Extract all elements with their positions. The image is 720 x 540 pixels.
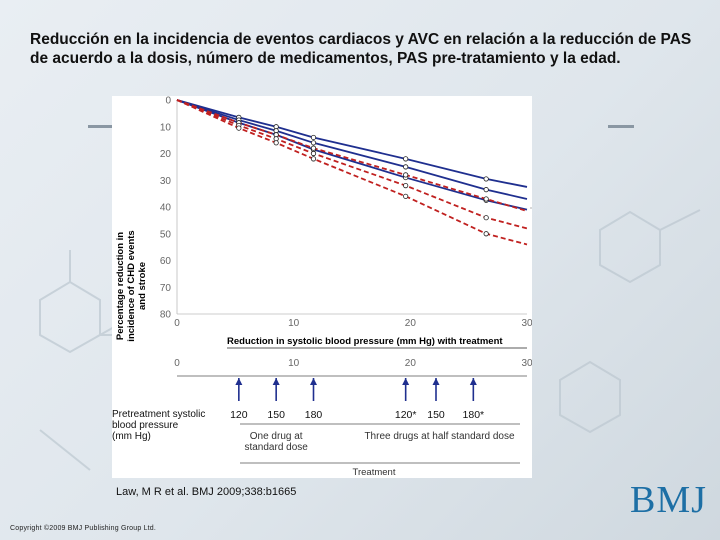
marker-label: 120* (395, 409, 417, 421)
x-tick-label: 30 (521, 318, 532, 329)
marker-arrow-head (235, 378, 243, 385)
marker-label: 120 (230, 409, 248, 421)
y-axis-label-line: and stroke (137, 262, 148, 310)
y-tick-label: 30 (160, 176, 172, 187)
data-point (236, 125, 242, 131)
copyright: Copyright ©2009 BMJ Publishing Group Ltd… (10, 525, 157, 532)
data-point (310, 145, 317, 151)
secondary-tick-label: 20 (405, 358, 417, 369)
secondary-tick-label: 10 (288, 358, 300, 369)
figure-panel (112, 96, 532, 478)
secondary-tick-label: 30 (521, 358, 532, 369)
y-axis-label-line: incidence of CHD events (126, 230, 137, 341)
treatment-group-label: standard dose (244, 442, 308, 453)
x-tick-label: 0 (174, 318, 180, 329)
treatment-group-label: Three drugs at half standard dose (364, 431, 515, 442)
series-line (176, 99, 528, 188)
data-point (310, 140, 317, 146)
chart: Percentage reduction in incidence of CHD… (112, 96, 532, 478)
data-point (310, 134, 317, 141)
x-axis-label: Reduction in systolic blood pressure (mm… (227, 336, 503, 347)
y-tick-label: 0 (165, 96, 171, 107)
x-tick-label: 20 (405, 318, 417, 329)
marker-label: 150 (427, 409, 445, 421)
data-point (483, 176, 489, 182)
secondary-tick-label: 0 (174, 358, 180, 369)
data-point (483, 231, 489, 237)
marker-label: 150 (267, 409, 285, 421)
treatment-footer-label: Treatment (353, 467, 396, 478)
data-point (403, 164, 409, 170)
data-point (403, 172, 409, 178)
decorative-bar-right (608, 125, 634, 128)
data-point (403, 156, 409, 162)
y-tick-label: 20 (160, 149, 172, 160)
y-axis-label: Percentage reduction in incidence of CHD… (115, 230, 148, 341)
marker-arrow-head (310, 378, 317, 385)
data-point (403, 183, 409, 189)
data-point (483, 187, 489, 193)
x-tick-label: 10 (288, 318, 300, 329)
marker-arrow-head (469, 378, 477, 385)
y-tick-label: 10 (160, 122, 172, 133)
y-tick-label: 80 (160, 310, 172, 321)
pretreatment-caption: blood pressure (112, 420, 179, 431)
y-tick-label: 70 (160, 283, 172, 294)
marker-arrow-head (432, 378, 440, 385)
data-point (310, 156, 317, 162)
citation: Law, M R et al. BMJ 2009;338:b1665 (116, 486, 297, 498)
y-tick-label: 60 (160, 256, 172, 267)
marker-label: 180 (305, 409, 323, 421)
data-point (310, 150, 317, 157)
y-tick-label: 50 (160, 229, 172, 240)
marker-arrow-head (402, 378, 410, 385)
bmj-logo: BMJ (630, 479, 707, 521)
y-axis-label-line: Percentage reduction in (115, 232, 126, 340)
decorative-bar-left (88, 125, 112, 128)
pretreatment-caption: (mm Hg) (112, 431, 151, 442)
pretreatment-caption: Pretreatment systolic (112, 409, 205, 420)
slide-title: Reducción en la incidencia de eventos ca… (30, 31, 692, 67)
marker-label: 180* (463, 409, 485, 421)
data-point (483, 196, 489, 202)
data-point (483, 215, 489, 221)
data-point (403, 193, 409, 199)
treatment-group-label: One drug at (250, 431, 303, 442)
marker-arrow-head (272, 378, 280, 385)
y-tick-label: 40 (160, 203, 172, 214)
data-point (273, 140, 279, 146)
